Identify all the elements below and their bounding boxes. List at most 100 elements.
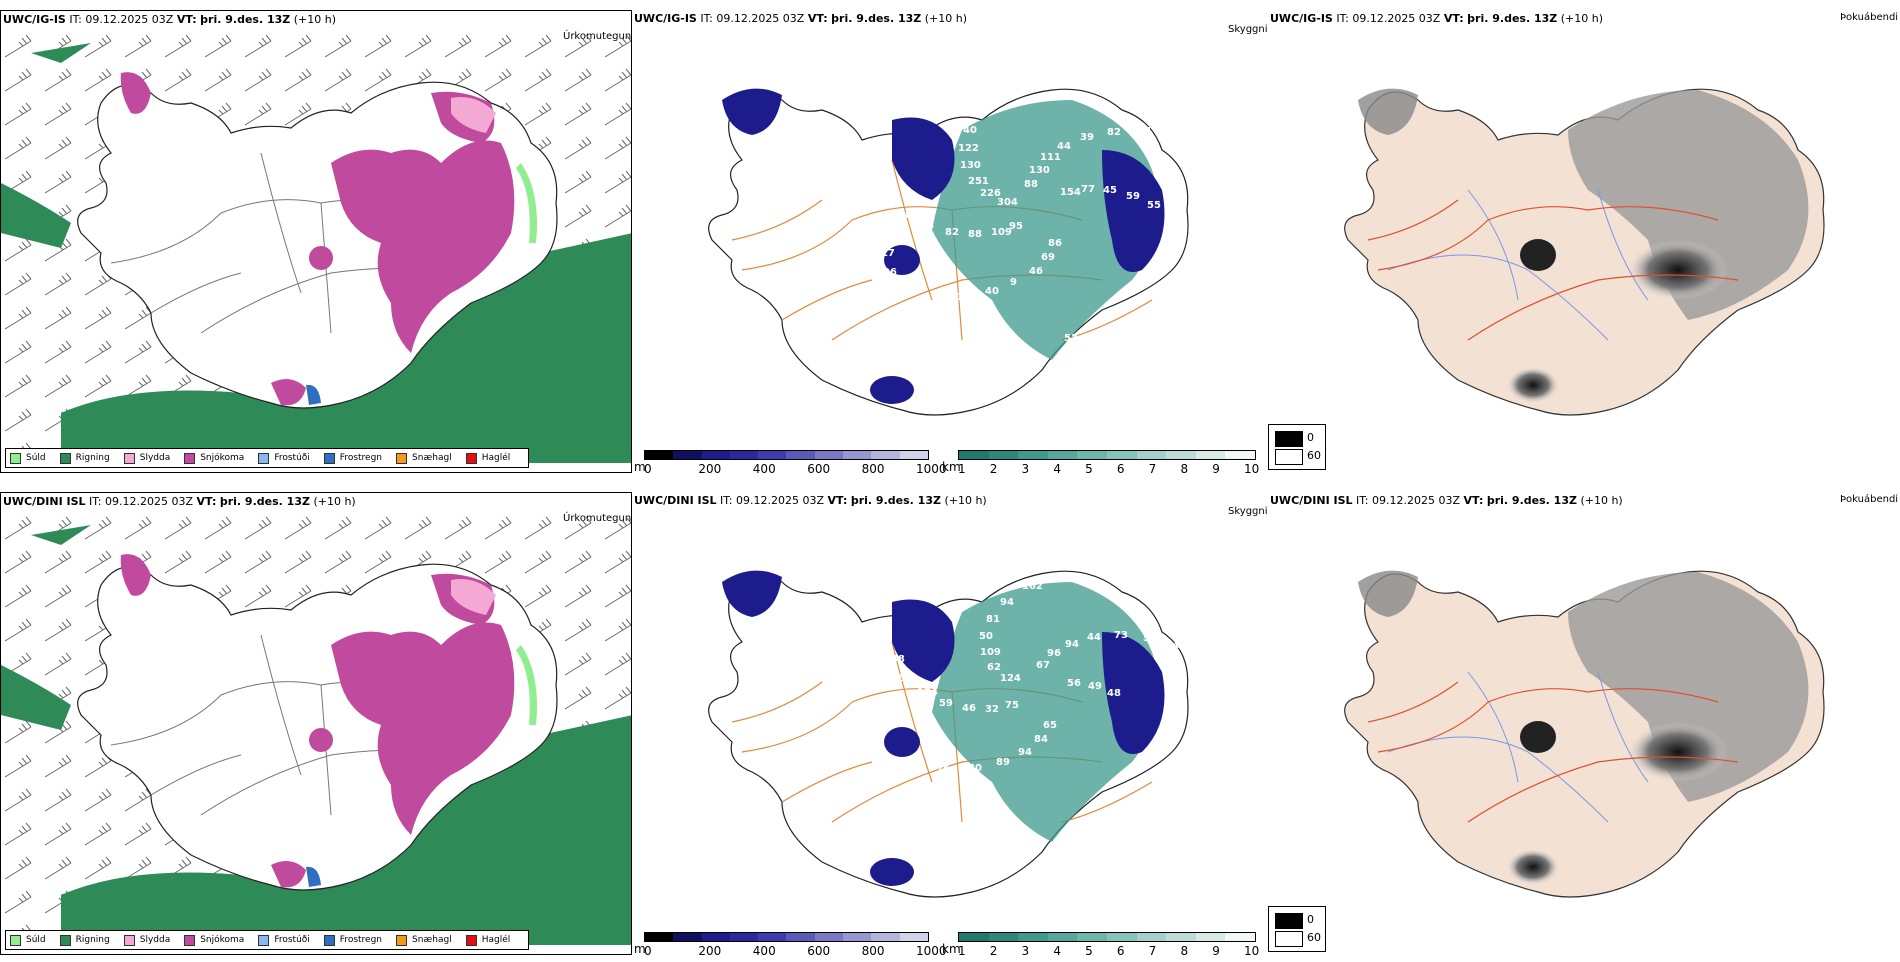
fog-core-center bbox=[1520, 721, 1556, 753]
visibility-value-label: 80 bbox=[968, 763, 982, 774]
fog-area-north bbox=[1568, 572, 1809, 802]
precip-legend-item: Rigning bbox=[59, 452, 110, 464]
visibility-value-label: 88 bbox=[968, 229, 982, 240]
visibility-header: UWC/DINI ISL IT: 09.12.2025 03Z VT: þri.… bbox=[634, 494, 987, 507]
visibility-value-label: 304 bbox=[997, 197, 1018, 208]
visibility-value-label: 109 bbox=[980, 647, 1001, 658]
low-ceiling-area-wf bbox=[722, 88, 782, 135]
precip-legend-item: Snjókoma bbox=[184, 452, 244, 464]
snow-area-westfjords bbox=[120, 72, 151, 114]
colorbar-tick: 0 bbox=[644, 944, 652, 958]
visibility-value-label: 94 bbox=[1000, 597, 1014, 608]
snow-area-south bbox=[271, 379, 306, 406]
legend-swatch bbox=[123, 452, 135, 464]
road-network bbox=[731, 159, 1153, 341]
fog-core-east bbox=[1628, 240, 1728, 300]
forecast-row-dini-isl: UWC/DINI ISL IT: 09.12.2025 03Z VT: þri.… bbox=[0, 492, 1900, 962]
legend-label: Slydda bbox=[139, 453, 171, 463]
legend-label: Haglél bbox=[481, 453, 511, 463]
fog-area-north bbox=[1568, 90, 1809, 320]
it-label: IT: bbox=[720, 494, 733, 507]
fog-legend-high-label: 60 bbox=[1307, 449, 1321, 462]
it-value: 09.12.2025 03Z bbox=[716, 12, 805, 25]
road-network bbox=[110, 152, 472, 334]
colorbar-tick: 8 bbox=[1180, 944, 1189, 958]
visibility-value-label: 59 bbox=[1126, 191, 1140, 202]
vt-label: VT: bbox=[807, 12, 828, 25]
visibility-value-label: 55 bbox=[1147, 200, 1161, 211]
precip-legend-item: Haglél bbox=[465, 934, 511, 946]
legend-label: Rigning bbox=[75, 935, 110, 945]
colorbar-tick: 4 bbox=[1053, 462, 1061, 476]
visibility-value-label: 59 bbox=[939, 698, 953, 709]
visibility-value-label: 55 bbox=[867, 231, 881, 242]
lead-time: (+10 h) bbox=[944, 494, 987, 507]
visibility-value-label: 46 bbox=[1029, 266, 1043, 277]
ceiling-unit: m bbox=[634, 460, 646, 474]
snow-area-westfjords bbox=[120, 554, 151, 596]
legend-swatch bbox=[10, 452, 21, 464]
visibility-colorbar-strip bbox=[958, 932, 1256, 942]
forecast-row-ig-is: UWC/IG-IS IT: 09.12.2025 03Z VT: þri. 9.… bbox=[0, 10, 1900, 480]
visibility-value-label: 55 bbox=[861, 773, 875, 784]
visibility-value-label: 57 bbox=[1180, 353, 1194, 364]
visibility-value-label: 45 bbox=[1103, 185, 1117, 196]
fog-core-south bbox=[1507, 849, 1559, 885]
fog-title: Þokuábendi bbox=[1840, 12, 1899, 23]
visibility-value-label: 84 bbox=[898, 673, 912, 684]
visibility-value-label: 89 bbox=[996, 757, 1010, 768]
visibility-value-label: 88 bbox=[1024, 179, 1038, 190]
visibility-value-label: 238 bbox=[884, 654, 905, 665]
visibility-map: 8370877197645543658494898070753246591248… bbox=[708, 570, 1189, 898]
visibility-value-label: 56 bbox=[1067, 678, 1081, 689]
low-ceiling-center bbox=[884, 245, 920, 275]
it-value: 09.12.2025 03Z bbox=[1352, 12, 1441, 25]
fog-legend-high-swatch bbox=[1275, 913, 1303, 929]
fog-legend: 0 60 bbox=[1268, 424, 1326, 470]
fog-index-panel: UWC/IG-IS IT: 09.12.2025 03Z VT: þri. 9.… bbox=[1268, 10, 1900, 480]
visibility-value-label: 53 bbox=[1064, 333, 1078, 344]
legend-label: Haglél bbox=[481, 935, 511, 945]
precip-legend-item: Frostúði bbox=[258, 452, 310, 464]
vt-value: þri. 9.des. 13Z bbox=[200, 13, 291, 26]
lead-time: (+10 h) bbox=[1560, 12, 1604, 25]
precip-legend: Súld Rigning Slydda Snjókoma Frostúði Frostre… bbox=[5, 930, 530, 950]
fog-area-westfjords bbox=[1358, 570, 1418, 617]
colorbar-tick: 5 bbox=[1085, 462, 1093, 476]
low-ceiling-center bbox=[884, 727, 920, 757]
legend-label: Slydda bbox=[139, 935, 171, 945]
fog-legend-low-label: 0 bbox=[1307, 913, 1314, 926]
precip-legend-item: Slydda bbox=[123, 934, 171, 946]
legend-label: Frostúði bbox=[274, 453, 310, 463]
precip-legend-item: Snæhagl bbox=[396, 452, 452, 464]
ceiling-colorbar: m 0 200 400 600 800 1000 bbox=[634, 450, 947, 480]
visibility-value-label: 69 bbox=[1041, 252, 1055, 263]
legend-swatch bbox=[396, 934, 408, 946]
visibility-value-label: 70 bbox=[837, 690, 851, 701]
legend-swatch bbox=[184, 452, 196, 464]
vt-value: þri. 9.des. 13Z bbox=[831, 12, 922, 25]
it-value: 09.12.2025 03Z bbox=[736, 494, 825, 507]
precip-legend-item: Frostregn bbox=[323, 934, 382, 946]
model-name: UWC/IG-IS bbox=[634, 12, 697, 25]
ceiling-colorbar-strip bbox=[644, 450, 929, 460]
colorbar-tick: 800 bbox=[861, 462, 885, 476]
fog-legend-low-swatch bbox=[1275, 931, 1303, 947]
fog-core-south bbox=[1507, 367, 1559, 403]
lead-time: (+10 h) bbox=[1580, 494, 1623, 507]
colorbar-tick: 400 bbox=[752, 944, 776, 958]
sleet-area bbox=[451, 579, 496, 615]
visibility-value-label: 39 bbox=[1080, 132, 1094, 143]
precip-legend-item: Súld bbox=[10, 452, 46, 464]
visibility-value-label: 109 bbox=[991, 227, 1012, 238]
visibility-value-label: 111 bbox=[1040, 152, 1061, 163]
it-label: IT: bbox=[89, 495, 102, 508]
vt-value: þri. 9.des. 13Z bbox=[219, 495, 310, 508]
legend-swatch bbox=[465, 934, 477, 946]
visibility-value-label: 64 bbox=[870, 752, 884, 763]
it-label: IT: bbox=[69, 13, 82, 26]
visibility-value-label: 32 bbox=[985, 704, 999, 715]
precip-header: UWC/DINI ISL IT: 09.12.2025 03Z VT: þri.… bbox=[3, 495, 356, 508]
colorbar-tick: 600 bbox=[807, 462, 831, 476]
visibility-value-label: 122 bbox=[958, 143, 979, 154]
